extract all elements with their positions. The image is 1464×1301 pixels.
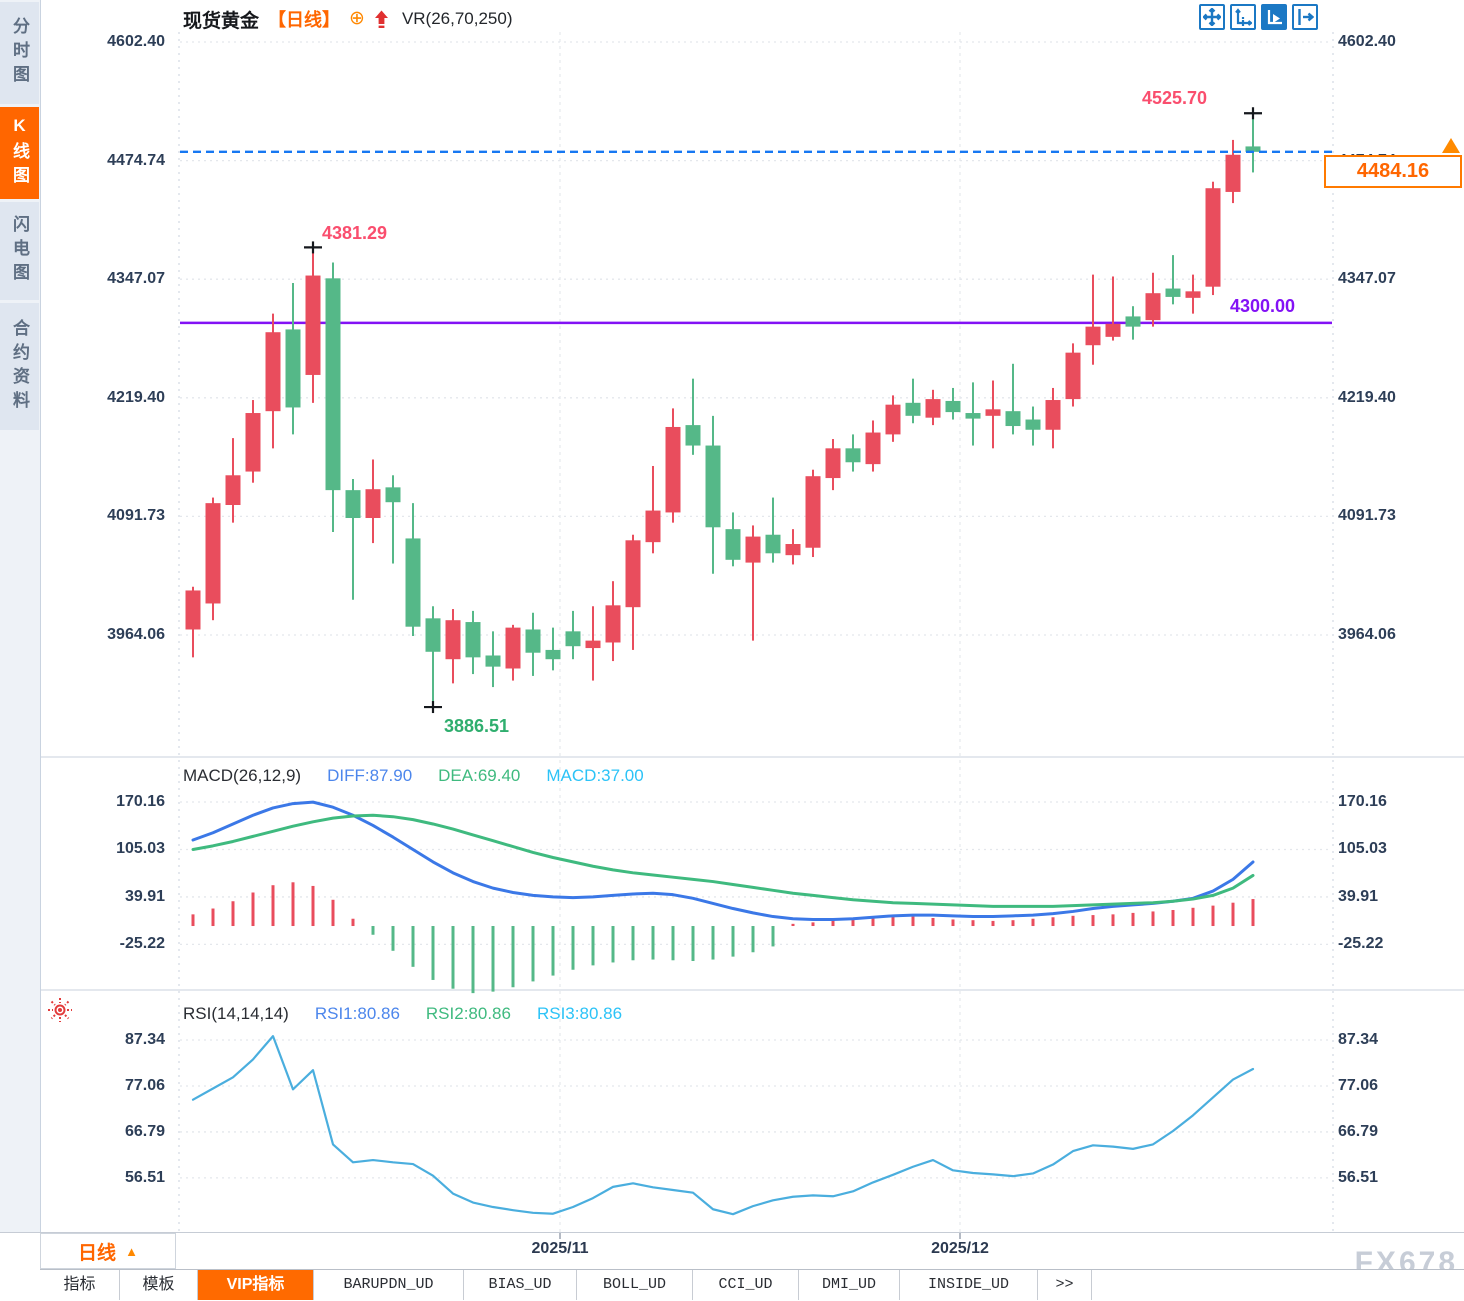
axis-tick-label: 39.91 [1338, 887, 1379, 905]
axis-tick-label: 3964.06 [107, 626, 165, 643]
axis-tick-label: 4091.73 [107, 507, 165, 525]
axis-tick-label: -25.22 [119, 935, 165, 953]
live-indicator-icon [46, 996, 74, 1029]
tab-vip-indicators[interactable]: VIP指标 [198, 1270, 314, 1300]
tab-inside-ud[interactable]: INSIDE_UD [900, 1270, 1038, 1300]
axis-tick-label: 77.06 [1338, 1076, 1379, 1094]
swing-high-label: 4381.29 [322, 223, 388, 243]
tab-indicators[interactable]: 指标 [40, 1270, 120, 1300]
tab-templates[interactable]: 模板 [120, 1270, 198, 1300]
price-up-marker-icon [1442, 138, 1460, 153]
macd-diff-value: DIFF:87.90 [327, 766, 413, 785]
axis-tick-label: 4602.40 [107, 33, 165, 50]
period-tag: 【日线】 [268, 10, 341, 30]
tab-more[interactable]: >> [1038, 1270, 1092, 1300]
axis-tick-label: 56.51 [124, 1168, 165, 1186]
macd-macd-value: MACD:37.00 [546, 766, 644, 785]
axis-tick-label: 4474.74 [107, 151, 165, 169]
vr-indicator-label: VR(26,70,250) [401, 9, 513, 28]
axis-tick-label: 170.16 [116, 793, 165, 810]
chart-toolbar [1199, 4, 1318, 30]
axis-tick-label: 105.03 [116, 840, 165, 858]
symbol-name: 现货黄金 [183, 10, 260, 32]
macd-header: MACD(26,12,9) DIFF:87.90 DEA:69.40 MACD:… [183, 765, 644, 787]
period-selector-label: 日线 [78, 1242, 117, 1264]
latest-high-label: 4525.70 [1142, 88, 1208, 108]
auto-scale-button[interactable] [1261, 4, 1287, 30]
auto-scale-icon [1267, 10, 1282, 25]
axis-tick-label: 39.91 [124, 887, 165, 905]
tab-boll-ud[interactable]: BOLL_UD [577, 1270, 693, 1300]
rsi-title[interactable]: RSI(14,14,14) [183, 1004, 289, 1023]
period-selector[interactable]: 日线 ▲ [40, 1233, 176, 1269]
right-price-axis: 4602.404474.744347.074219.404091.733964.… [1338, 0, 1460, 1232]
axis-tick-label: 66.79 [124, 1122, 165, 1140]
up-arrow-icon [374, 10, 389, 29]
axis-tick-label: 4602.40 [1338, 33, 1396, 50]
macd-dea-value: DEA:69.40 [438, 766, 521, 785]
axis-tick-label: 87.34 [124, 1031, 165, 1048]
tab-bias-ud[interactable]: BIAS_UD [464, 1270, 577, 1300]
support-line-label: 4300.00 [1230, 296, 1296, 316]
axis-tick-label: 56.51 [1338, 1168, 1379, 1186]
last-price-tag: 4484.16 [1324, 155, 1462, 188]
axis-tick-label: 170.16 [1338, 793, 1387, 810]
axis-range-button[interactable] [1230, 4, 1256, 30]
tab-cci-ud[interactable]: CCI_UD [693, 1270, 799, 1300]
rsi2-value: RSI2:80.86 [425, 1004, 511, 1023]
axis-tick-label: 87.34 [1338, 1031, 1379, 1048]
axis-tick-label: 4219.40 [107, 388, 165, 406]
tab-dmi-ud[interactable]: DMI_UD [799, 1270, 900, 1300]
sidebar: 分时图 K线图 闪电图 合约资料 [0, 0, 41, 1232]
crosshair-move-button[interactable] [1199, 4, 1225, 30]
sidebar-item-kline-chart[interactable]: K线图 [0, 107, 39, 199]
rsi3-value: RSI3:80.86 [536, 1004, 623, 1023]
collapse-panel-icon [1298, 9, 1314, 25]
axis-tick-label: 77.06 [124, 1076, 165, 1094]
chart-header: 现货黄金 【日线】 ⊕ VR(26,70,250) [183, 7, 513, 32]
left-price-axis: 4602.40 4474.74 4347.07 4219.40 4091.73 3964.… [0, 0, 165, 1232]
axis-tick-label: 4091.73 [1338, 507, 1396, 525]
macd-title[interactable]: MACD(26,12,9) [183, 766, 302, 785]
axis-range-icon [1235, 8, 1252, 26]
sidebar-item-contract-info[interactable]: 合约资料 [0, 303, 39, 430]
sidebar-item-lightning-chart[interactable]: 闪电图 [0, 202, 39, 300]
axis-tick-label: 4347.07 [1338, 270, 1396, 288]
crosshair-move-icon [1203, 8, 1221, 26]
axis-tick-label: 66.79 [1338, 1122, 1379, 1140]
sidebar-item-timeshare-chart[interactable]: 分时图 [0, 2, 39, 104]
caret-up-icon: ▲ [125, 1243, 138, 1259]
indicator-tabbar: 指标 模板 VIP指标 BARUPDN_UD BIAS_UD BOLL_UD C… [40, 1269, 1464, 1301]
tab-barupdn-ud[interactable]: BARUPDN_UD [314, 1270, 464, 1300]
add-compare-icon[interactable]: ⊕ [349, 8, 365, 29]
xaxis-label-november: 2025/11 [531, 1240, 589, 1257]
axis-tick-label: 105.03 [1338, 840, 1387, 858]
axis-tick-label: 3964.06 [1338, 626, 1396, 643]
rsi1-value: RSI1:80.86 [314, 1004, 400, 1023]
collapse-panel-button[interactable] [1292, 4, 1318, 30]
swing-low-label: 3886.51 [444, 716, 510, 736]
xaxis-label-december: 2025/12 [931, 1240, 989, 1257]
axis-tick-label: -25.22 [1338, 935, 1384, 953]
rsi-header: RSI(14,14,14) RSI1:80.86 RSI2:80.86 RSI3… [183, 1003, 622, 1025]
axis-tick-label: 4219.40 [1338, 388, 1396, 406]
candles [185, 113, 1261, 708]
axis-tick-label: 4347.07 [107, 270, 165, 288]
